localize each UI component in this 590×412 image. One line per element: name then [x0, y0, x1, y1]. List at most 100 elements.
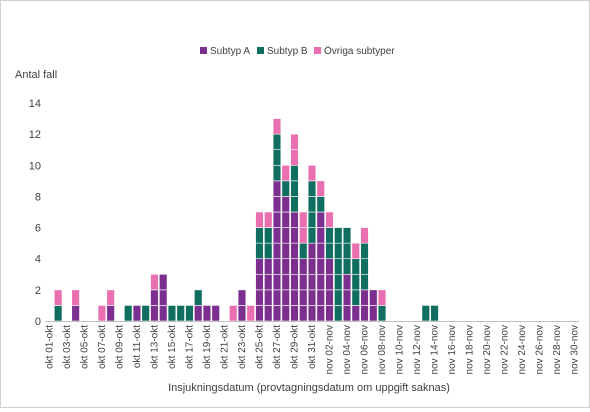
bar-unit-0	[281, 273, 290, 291]
y-tick-label: 8	[35, 191, 41, 203]
x-tick-label: nov 20-nov	[482, 325, 493, 374]
y-tick-label: 4	[35, 254, 41, 266]
bar-unit-0	[316, 305, 325, 322]
bar-unit-0	[290, 258, 299, 275]
bar-unit-0	[307, 273, 317, 291]
bar-unit-1	[272, 164, 282, 182]
bar-unit-0	[255, 305, 264, 322]
bar-unit-2	[71, 289, 80, 306]
x-tick-label: okt 27-okt	[272, 325, 283, 369]
bar-unit-1	[334, 227, 343, 244]
bar-unit-1	[53, 305, 63, 322]
bar-unit-0	[299, 273, 308, 291]
bar-unit-0	[281, 289, 290, 306]
bar-unit-0	[272, 242, 282, 260]
bar-unit-0	[237, 289, 247, 306]
bar-unit-1	[307, 196, 317, 213]
bar-unit-2	[272, 118, 282, 135]
bar-unit-0	[264, 273, 273, 291]
y-axis-ticks: 0 2 4 6 8 10 12 14	[29, 98, 41, 328]
bar-unit-1	[334, 273, 343, 291]
y-axis-label: Antal fall	[15, 69, 57, 81]
bar-unit-0	[159, 305, 168, 322]
bar-unit-1	[430, 305, 439, 322]
bar-unit-0	[360, 289, 369, 306]
bar-unit-0	[194, 305, 203, 322]
bar-unit-1	[334, 258, 343, 275]
bar-unit-2	[351, 242, 360, 260]
bar-unit-1	[272, 133, 282, 151]
x-tick-label: nov 30-nov	[570, 325, 581, 374]
bar-unit-0	[316, 289, 325, 306]
bar-unit-2	[229, 305, 238, 322]
bar-unit-0	[325, 289, 334, 306]
bar-unit-1	[255, 242, 264, 260]
bar-unit-1	[360, 258, 369, 275]
bar-unit-1	[377, 305, 387, 322]
bar-unit-0	[342, 273, 352, 291]
bar-unit-1	[360, 242, 369, 260]
bar-unit-0	[307, 242, 317, 260]
bar-unit-0	[255, 273, 264, 291]
bar-unit-1	[141, 305, 150, 322]
bar-unit-0	[307, 289, 317, 306]
bar-unit-0	[281, 242, 290, 260]
bar-unit-1	[290, 164, 299, 182]
bar-unit-1	[176, 305, 185, 322]
bar-unit-0	[159, 273, 168, 291]
bar-unit-0	[325, 305, 334, 322]
bar-unit-0	[281, 196, 290, 213]
bar-unit-2	[299, 227, 308, 244]
x-tick-label: okt 31-okt	[307, 325, 318, 369]
bar-unit-0	[281, 258, 290, 275]
bar-unit-2	[377, 289, 387, 306]
legend-swatch	[257, 47, 264, 54]
y-tick-label: 12	[29, 129, 41, 141]
bar-unit-0	[150, 289, 159, 306]
bar-unit-1	[316, 196, 325, 213]
x-tick-label: nov 28-nov	[552, 325, 563, 374]
x-tick-label: nov 22-nov	[500, 325, 511, 374]
bar-unit-0	[299, 305, 308, 322]
bar-unit-1	[360, 273, 369, 291]
bar-unit-1	[264, 227, 273, 244]
bar-unit-1	[307, 180, 317, 197]
x-tick-label: nov 12-nov	[412, 325, 423, 374]
x-tick-label: okt 25-okt	[254, 325, 265, 369]
bar-unit-0	[150, 305, 159, 322]
x-axis-label: Insjukningsdatum (provtagningsdatum om u…	[168, 382, 450, 394]
bar-unit-0	[272, 273, 282, 291]
bar-unit-0	[360, 305, 369, 322]
bar-unit-1	[342, 227, 352, 244]
bar-unit-2	[290, 149, 299, 166]
bar-unit-2	[264, 211, 273, 228]
x-tick-label: nov 10-nov	[395, 325, 406, 374]
bar-unit-1	[194, 289, 203, 306]
bar-unit-0	[106, 305, 115, 322]
bar-unit-0	[71, 305, 80, 322]
bar-unit-1	[325, 227, 334, 244]
bar-unit-0	[281, 211, 290, 228]
bar-unit-1	[325, 242, 334, 260]
x-tick-label: okt 11-okt	[132, 325, 143, 368]
bar-unit-0	[281, 227, 290, 244]
bar-unit-2	[290, 133, 299, 151]
bar-unit-0	[316, 242, 325, 260]
bar-unit-0	[290, 289, 299, 306]
bar-unit-1	[281, 180, 290, 197]
bar-unit-0	[272, 258, 282, 275]
bar-unit-1	[264, 242, 273, 260]
bar-unit-2	[106, 289, 115, 306]
x-tick-label: nov 24-nov	[517, 325, 528, 374]
bar-unit-2	[281, 164, 290, 182]
bar-unit-2	[299, 211, 308, 228]
bar-unit-0	[264, 289, 273, 306]
bar-unit-0	[202, 305, 212, 322]
bar-unit-0	[255, 258, 264, 275]
x-tick-label: nov 06-nov	[360, 325, 371, 374]
bar-unit-0	[307, 258, 317, 275]
y-tick-label: 0	[35, 316, 41, 328]
bar-unit-0	[211, 305, 220, 322]
bar-unit-2	[255, 211, 264, 228]
bar-unit-0	[272, 180, 282, 197]
